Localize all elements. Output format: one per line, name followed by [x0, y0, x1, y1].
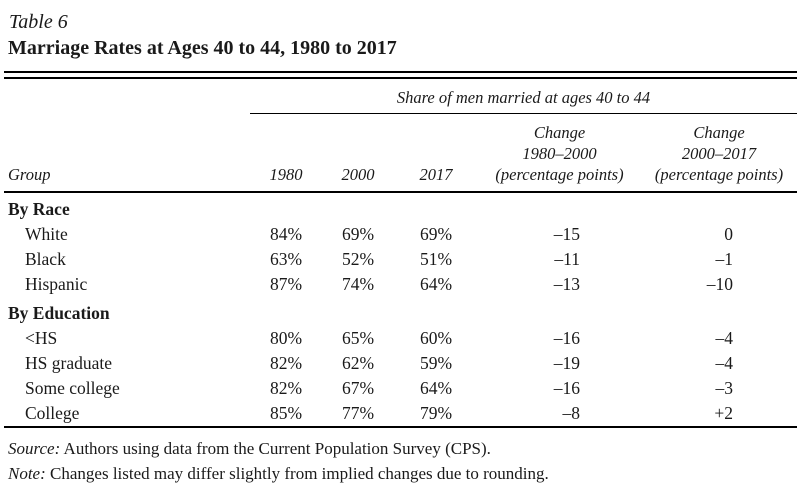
table-footer: Source: Authors using data from the Curr… [8, 437, 797, 486]
value-cell: –3 [715, 378, 734, 398]
value-cell: 64% [419, 274, 453, 294]
source-text: Authors using data from the Current Popu… [60, 439, 491, 458]
span-header: Share of men married at ages 40 to 44 [250, 79, 798, 114]
section-header-row: By Education [4, 297, 797, 326]
change-header-line: (percentage points) [495, 165, 624, 184]
marriage-rates-table: Share of men married at ages 40 to 44 Gr… [4, 79, 798, 428]
group-cell: <HS [25, 328, 58, 348]
span-header-row: Share of men married at ages 40 to 44 [4, 79, 798, 114]
value-cell: –13 [553, 274, 580, 294]
table-body: By Race White 84% 69% 69% –15 0 Black 63% 52% 51% –… [4, 192, 797, 427]
change-header-line: Change [693, 123, 745, 142]
section-header: By Race [8, 199, 70, 219]
source-label: Source: [8, 439, 61, 458]
group-cell: Some college [25, 378, 120, 398]
column-header-change-1980-2000: Change 1980–2000 (percentage points) [478, 113, 641, 193]
value-cell: 69% [419, 224, 453, 244]
column-header-group: Group [4, 113, 250, 193]
value-cell: 84% [269, 224, 303, 244]
group-cell: Black [25, 249, 66, 269]
value-cell: 80% [269, 328, 303, 348]
source-note: Source: Authors using data from the Curr… [8, 437, 797, 462]
change-header-line: (percentage points) [654, 165, 784, 184]
group-cell: College [25, 403, 80, 423]
table-label: Table 6 [9, 11, 68, 33]
span-header-spacer [4, 79, 250, 114]
table-row: <HS 80% 65% 60% –16 –4 [4, 326, 797, 351]
table-head: Share of men married at ages 40 to 44 Gr… [4, 79, 798, 193]
table-row: College 85% 77% 79% –8 +2 [4, 401, 797, 427]
value-cell: –16 [553, 378, 580, 398]
note-text: Changes listed may differ slightly from … [45, 463, 549, 483]
value-cell: –10 [706, 274, 734, 294]
value-cell: 0 [724, 224, 734, 244]
column-header-2017: 2017 [394, 113, 478, 193]
table-row: Hispanic 87% 74% 64% –13 –10 [4, 272, 797, 297]
table-row: Some college 82% 67% 64% –16 –3 [4, 376, 797, 401]
table-row: Black 63% 52% 51% –11 –1 [4, 247, 797, 272]
group-cell: Hispanic [25, 274, 88, 294]
change-header-line: 1980–2000 [522, 144, 597, 163]
value-cell: 82% [269, 353, 303, 373]
value-cell: 63% [269, 249, 303, 269]
table-row: HS graduate 82% 62% 59% –19 –4 [4, 351, 797, 376]
value-cell: 87% [269, 274, 303, 294]
rounding-note: Note: Changes listed may differ slightly… [8, 462, 797, 487]
value-cell: 60% [419, 328, 453, 348]
section-header-row: By Race [4, 192, 797, 222]
value-cell: 65% [341, 328, 375, 348]
section-header: By Education [8, 303, 110, 323]
value-cell: 59% [419, 353, 453, 373]
value-cell: 69% [341, 224, 375, 244]
column-header-1980: 1980 [250, 113, 322, 193]
value-cell: 52% [341, 249, 375, 269]
value-cell: –4 [715, 328, 734, 348]
value-cell: +2 [714, 403, 734, 423]
group-cell: White [25, 224, 68, 244]
value-cell: –19 [553, 353, 580, 373]
value-cell: 82% [269, 378, 303, 398]
change-header-line: 2000–2017 [681, 144, 757, 163]
value-cell: –11 [554, 249, 580, 269]
value-cell: 79% [419, 403, 453, 423]
value-cell: 77% [341, 403, 375, 423]
top-double-rule [4, 71, 797, 79]
value-cell: 85% [269, 403, 303, 423]
column-header-row: Group 1980 2000 2017 Change 1980–2000 (p… [4, 113, 798, 193]
value-cell: 64% [419, 378, 453, 398]
value-cell: 74% [341, 274, 375, 294]
value-cell: –15 [553, 224, 580, 244]
note-label: Note: [8, 463, 46, 483]
table-title: Marriage Rates at Ages 40 to 44, 1980 to… [8, 37, 397, 59]
value-cell: –8 [562, 403, 581, 423]
value-cell: –4 [715, 353, 734, 373]
change-header-line: Change [533, 123, 586, 142]
column-header-2000: 2000 [322, 113, 394, 193]
value-cell: –1 [715, 249, 734, 269]
column-header-change-2000-2017: Change 2000–2017 (percentage points) [641, 113, 798, 193]
value-cell: 51% [419, 249, 453, 269]
value-cell: –16 [553, 328, 580, 348]
value-cell: 62% [341, 353, 375, 373]
value-cell: 67% [341, 378, 375, 398]
group-cell: HS graduate [25, 353, 112, 373]
table-row: White 84% 69% 69% –15 0 [4, 222, 797, 247]
